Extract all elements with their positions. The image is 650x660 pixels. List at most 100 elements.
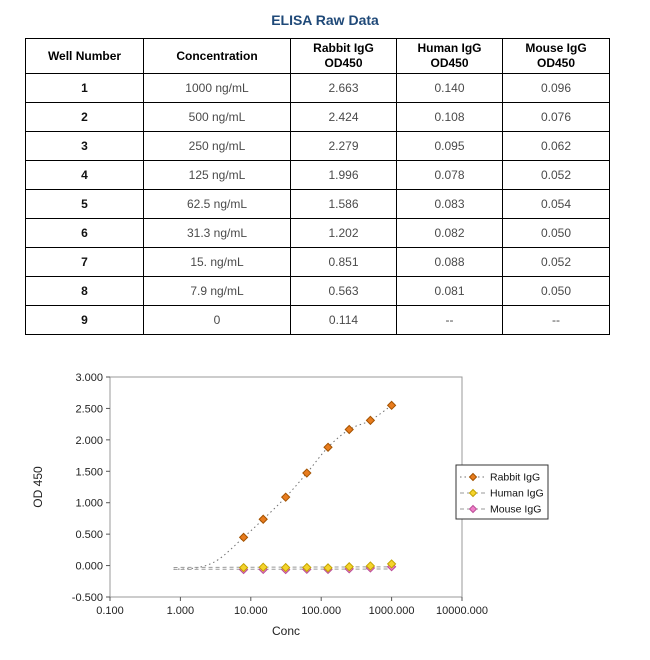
y-tick-label: 1.500 xyxy=(75,466,103,478)
well-number-cell: 4 xyxy=(25,160,144,190)
data-point-marker xyxy=(468,488,478,498)
y-tick-label: 2.500 xyxy=(75,403,103,415)
y-tick-label: 2.000 xyxy=(75,435,103,447)
data-point-marker xyxy=(365,561,376,571)
value-cell: 1.586 xyxy=(290,189,397,219)
series-fit-line xyxy=(173,566,392,568)
table-row: 1 1000 ng/mL 2.663 0.140 0.096 xyxy=(25,73,610,103)
x-axis-label: Conc xyxy=(272,624,300,638)
well-number-cell: 2 xyxy=(25,102,144,132)
well-number-cell: 5 xyxy=(25,189,144,219)
y-axis-label: OD 450 xyxy=(31,466,45,508)
data-point-marker xyxy=(468,472,478,482)
y-tick-label: 3.000 xyxy=(75,372,103,384)
table-row: 6 31.3 ng/mL 1.202 0.082 0.050 xyxy=(25,218,610,248)
value-cell: -- xyxy=(396,305,503,335)
x-tick-label: 10000.000 xyxy=(436,605,488,617)
data-point-marker xyxy=(280,562,291,573)
value-cell: 0.083 xyxy=(396,189,503,219)
value-cell: 0 xyxy=(143,305,291,335)
table-row: 3 250 ng/mL 2.279 0.095 0.062 xyxy=(25,131,610,161)
column-header: Human IgG OD450 xyxy=(396,38,503,74)
table-row: 7 15. ng/mL 0.851 0.088 0.052 xyxy=(25,247,610,277)
value-cell: 0.050 xyxy=(502,276,610,306)
column-header: Well Number xyxy=(25,38,144,74)
value-cell: 0.114 xyxy=(290,305,397,335)
x-tick-label: 0.100 xyxy=(96,605,124,617)
value-cell: 0.088 xyxy=(396,247,503,277)
data-point-marker xyxy=(365,415,376,426)
table-row: 8 7.9 ng/mL 0.563 0.081 0.050 xyxy=(25,276,610,306)
column-header: Concentration xyxy=(143,38,291,74)
column-header: Mouse IgG OD450 xyxy=(502,38,610,74)
value-cell: 0.052 xyxy=(502,247,610,277)
y-tick-label: 1.000 xyxy=(75,498,103,510)
value-cell: 62.5 ng/mL xyxy=(143,189,291,219)
data-point-marker xyxy=(344,424,354,435)
column-header: Rabbit IgG OD450 xyxy=(290,38,397,74)
x-tick-label: 10.000 xyxy=(234,605,268,617)
elisa-table-body: 1 1000 ng/mL 2.663 0.140 0.096 2 500 ng/mL 2.42… xyxy=(25,73,610,335)
legend-label: Human IgG xyxy=(490,488,544,500)
table-row: 4 125 ng/mL 1.996 0.078 0.052 xyxy=(25,160,610,190)
data-point-marker xyxy=(323,563,333,573)
well-number-cell: 1 xyxy=(25,73,144,103)
table-row: 9 0 0.114 -- -- xyxy=(25,305,610,335)
value-cell: 0.052 xyxy=(502,160,610,190)
page-title: ELISA Raw Data xyxy=(271,12,379,28)
well-number-cell: 7 xyxy=(25,247,144,277)
value-cell: -- xyxy=(502,305,610,335)
value-cell: 2.663 xyxy=(290,73,397,103)
value-cell: 1.996 xyxy=(290,160,397,190)
value-cell: 0.563 xyxy=(290,276,397,306)
value-cell: 0.851 xyxy=(290,247,397,277)
value-cell: 0.050 xyxy=(502,218,610,248)
value-cell: 1.202 xyxy=(290,218,397,248)
value-cell: 2.279 xyxy=(290,131,397,161)
value-cell: 7.9 ng/mL xyxy=(143,276,291,306)
data-point-marker xyxy=(258,514,268,524)
well-number-cell: 9 xyxy=(25,305,144,335)
data-point-marker xyxy=(280,492,291,502)
elisa-table-head-row: Well Number Concentration Rabbit IgG OD450 H… xyxy=(25,38,610,74)
table-row: 5 62.5 ng/mL 1.586 0.083 0.054 xyxy=(25,189,610,219)
value-cell: 0.140 xyxy=(396,73,503,103)
elisa-chart: 0.100 1.000 10.000 100.000 1000.000 10000.000… xyxy=(31,372,549,638)
x-tick-label: 1.000 xyxy=(167,605,195,617)
value-cell: 0.108 xyxy=(396,102,503,132)
data-point-marker xyxy=(302,562,312,573)
y-tick-label: -0.500 xyxy=(72,592,103,604)
y-tick-label: 0.000 xyxy=(75,561,103,573)
value-cell: 0.081 xyxy=(396,276,503,306)
value-cell: 2.424 xyxy=(290,102,397,132)
value-cell: 250 ng/mL xyxy=(143,131,291,161)
value-cell: 125 ng/mL xyxy=(143,160,291,190)
x-tick-label: 100.000 xyxy=(301,605,341,617)
value-cell: 0.076 xyxy=(502,102,610,132)
data-point-marker xyxy=(323,442,333,452)
data-point-marker xyxy=(386,559,397,569)
well-number-cell: 3 xyxy=(25,131,144,161)
value-cell: 15. ng/mL xyxy=(143,247,291,277)
value-cell: 0.095 xyxy=(396,131,503,161)
x-tick-label: 1000.000 xyxy=(369,605,415,617)
value-cell: 1000 ng/mL xyxy=(143,73,291,103)
value-cell: 0.062 xyxy=(502,131,610,161)
well-number-cell: 8 xyxy=(25,276,144,306)
data-point-marker xyxy=(302,468,312,478)
table-row: 2 500 ng/mL 2.424 0.108 0.076 xyxy=(25,102,610,132)
data-point-marker xyxy=(238,562,249,573)
well-number-cell: 6 xyxy=(25,218,144,248)
elisa-table: Well Number Concentration Rabbit IgG OD450 H… xyxy=(25,38,610,335)
plot-area xyxy=(109,376,463,598)
legend-label: Mouse IgG xyxy=(490,504,541,516)
value-cell: 0.054 xyxy=(502,189,610,219)
value-cell: 31.3 ng/mL xyxy=(143,218,291,248)
value-cell: 0.078 xyxy=(396,160,503,190)
data-point-marker xyxy=(344,562,354,572)
value-cell: 500 ng/mL xyxy=(143,102,291,132)
data-point-marker xyxy=(468,504,478,514)
data-point-marker xyxy=(386,400,397,411)
y-tick-label: 0.500 xyxy=(75,529,103,541)
value-cell: 0.082 xyxy=(396,218,503,248)
